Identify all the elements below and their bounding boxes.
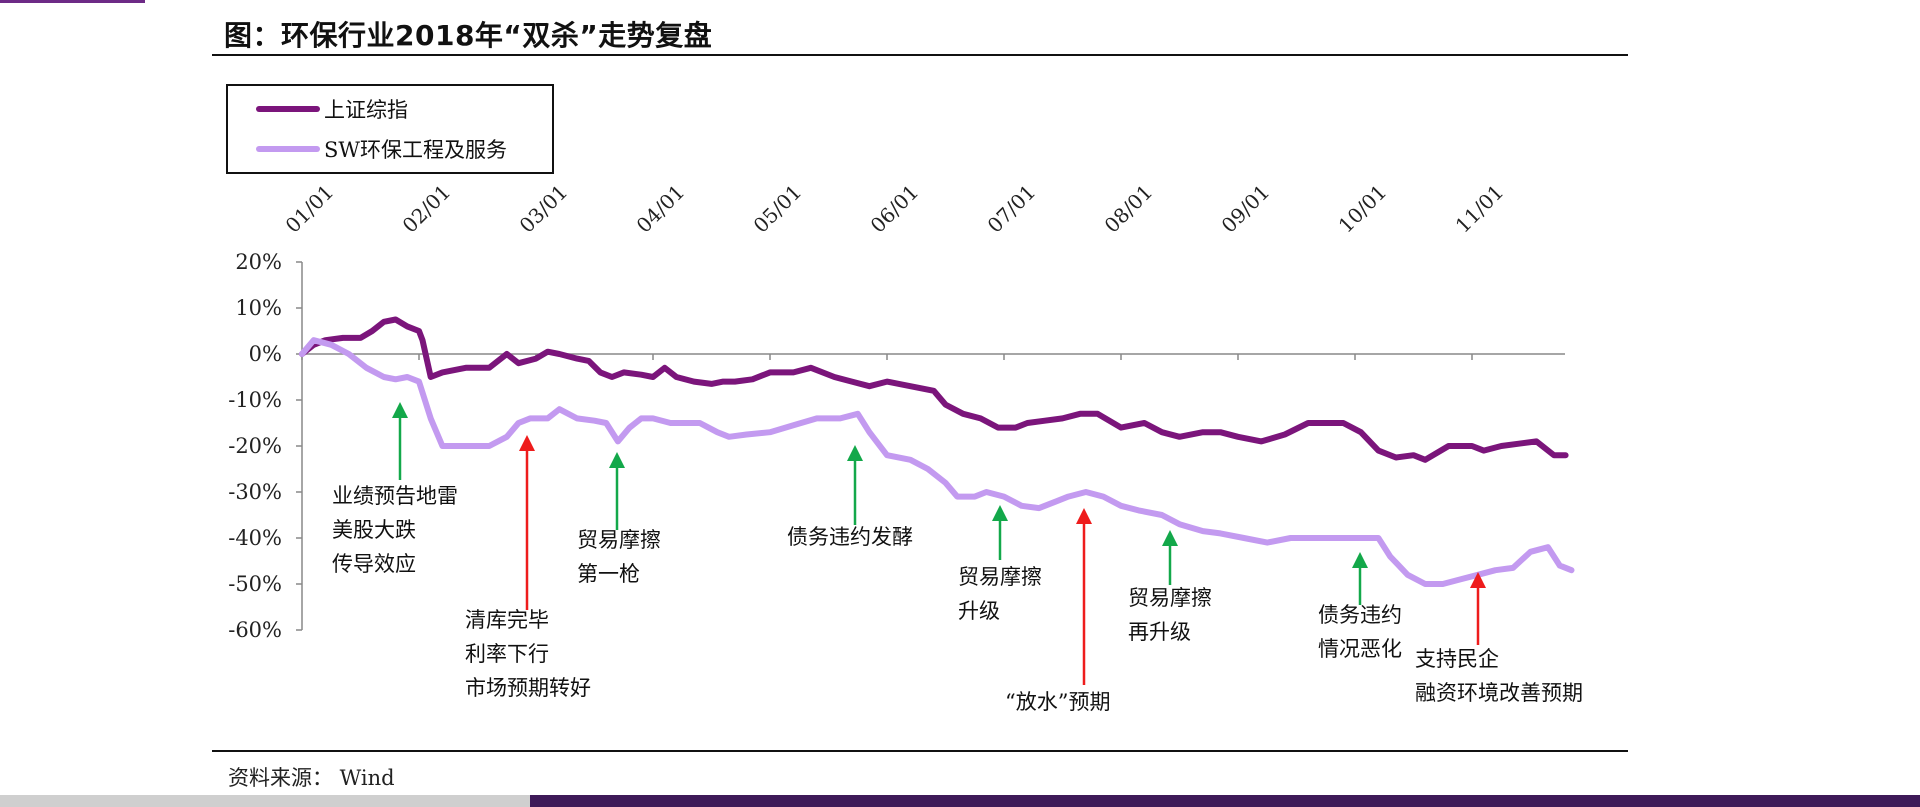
source-note: 资料来源： Wind (228, 766, 395, 790)
annotation-label: 第一枪 (577, 562, 640, 586)
annotation-label: 清库完毕 (465, 608, 549, 632)
top-accent-bar (0, 0, 145, 3)
annotation-label: 融资环境改善预期 (1415, 681, 1583, 705)
annotation-label: 再升级 (1128, 620, 1191, 644)
x-date-label: 11/01 (1451, 180, 1509, 238)
annotation-label: 升级 (958, 599, 1000, 623)
green-arrow-head (1352, 552, 1368, 568)
y-tick-label: -30% (228, 480, 282, 504)
x-date-label: 02/01 (398, 180, 456, 238)
green-arrow-head (392, 402, 408, 418)
x-date-label: 04/01 (632, 180, 690, 238)
y-tick-label: -10% (228, 388, 282, 412)
y-tick-label: -40% (228, 526, 282, 550)
x-date-label: 06/01 (866, 180, 924, 238)
series-line-sw-env (299, 337, 1575, 587)
legend-item-sse: 上证综指 (256, 94, 408, 124)
x-date-label: 10/01 (1334, 180, 1392, 238)
red-arrow-head (1470, 572, 1486, 588)
green-arrow-head (609, 452, 625, 468)
x-date-label: 03/01 (515, 180, 573, 238)
x-date-label: 07/01 (983, 180, 1041, 238)
green-arrow-head (847, 445, 863, 461)
green-arrow-head (1162, 530, 1178, 546)
source-rule (212, 750, 1628, 752)
legend-label-sw-env: SW环保工程及服务 (324, 138, 507, 162)
footer-band-dark (530, 795, 1920, 807)
legend-swatch-sse (256, 106, 320, 112)
legend-swatch-sw-env (256, 146, 320, 152)
annotation-label: 贸易摩擦 (1128, 586, 1212, 610)
legend-item-sw-env: SW环保工程及服务 (256, 134, 507, 164)
red-arrow-head (519, 435, 535, 451)
annotation-label: 贸易摩擦 (577, 528, 661, 552)
annotation-label: 市场预期转好 (465, 676, 591, 700)
annotation-label: 美股大跌 (332, 518, 416, 542)
y-tick-label: 20% (235, 250, 282, 274)
y-tick-label: -20% (228, 434, 282, 458)
annotation-label: 贸易摩擦 (958, 565, 1042, 589)
y-tick-label: 10% (235, 296, 282, 320)
red-arrow-head (1076, 508, 1092, 524)
annotation-label: 债务违约发酵 (787, 525, 913, 549)
x-date-label: 01/01 (281, 180, 339, 238)
title-rule (212, 54, 1628, 56)
y-tick-label: -50% (228, 572, 282, 596)
figure-title: 图：环保行业2018年“双杀”走势复盘 (224, 19, 713, 52)
annotation-label: 传导效应 (332, 552, 416, 576)
annotation-label: 债务违约 (1318, 603, 1402, 627)
x-date-label: 05/01 (749, 180, 807, 238)
y-tick-label: -60% (228, 618, 282, 642)
y-tick-label: 0% (249, 342, 282, 366)
chart-legend: 上证综指 SW环保工程及服务 (226, 84, 554, 174)
annotation-label: 情况恶化 (1318, 637, 1402, 661)
annotation-label: 支持民企 (1415, 647, 1499, 671)
annotation-label: 利率下行 (465, 642, 549, 666)
x-date-label: 09/01 (1217, 180, 1275, 238)
series-line-sse (299, 316, 1569, 463)
legend-label-sse: 上证综指 (324, 98, 408, 122)
x-date-label: 08/01 (1100, 180, 1158, 238)
annotation-label: 业绩预告地雷 (332, 484, 458, 508)
annotation-label: “放水”预期 (1005, 690, 1110, 714)
footer-band-light (0, 795, 530, 807)
green-arrow-head (992, 505, 1008, 521)
